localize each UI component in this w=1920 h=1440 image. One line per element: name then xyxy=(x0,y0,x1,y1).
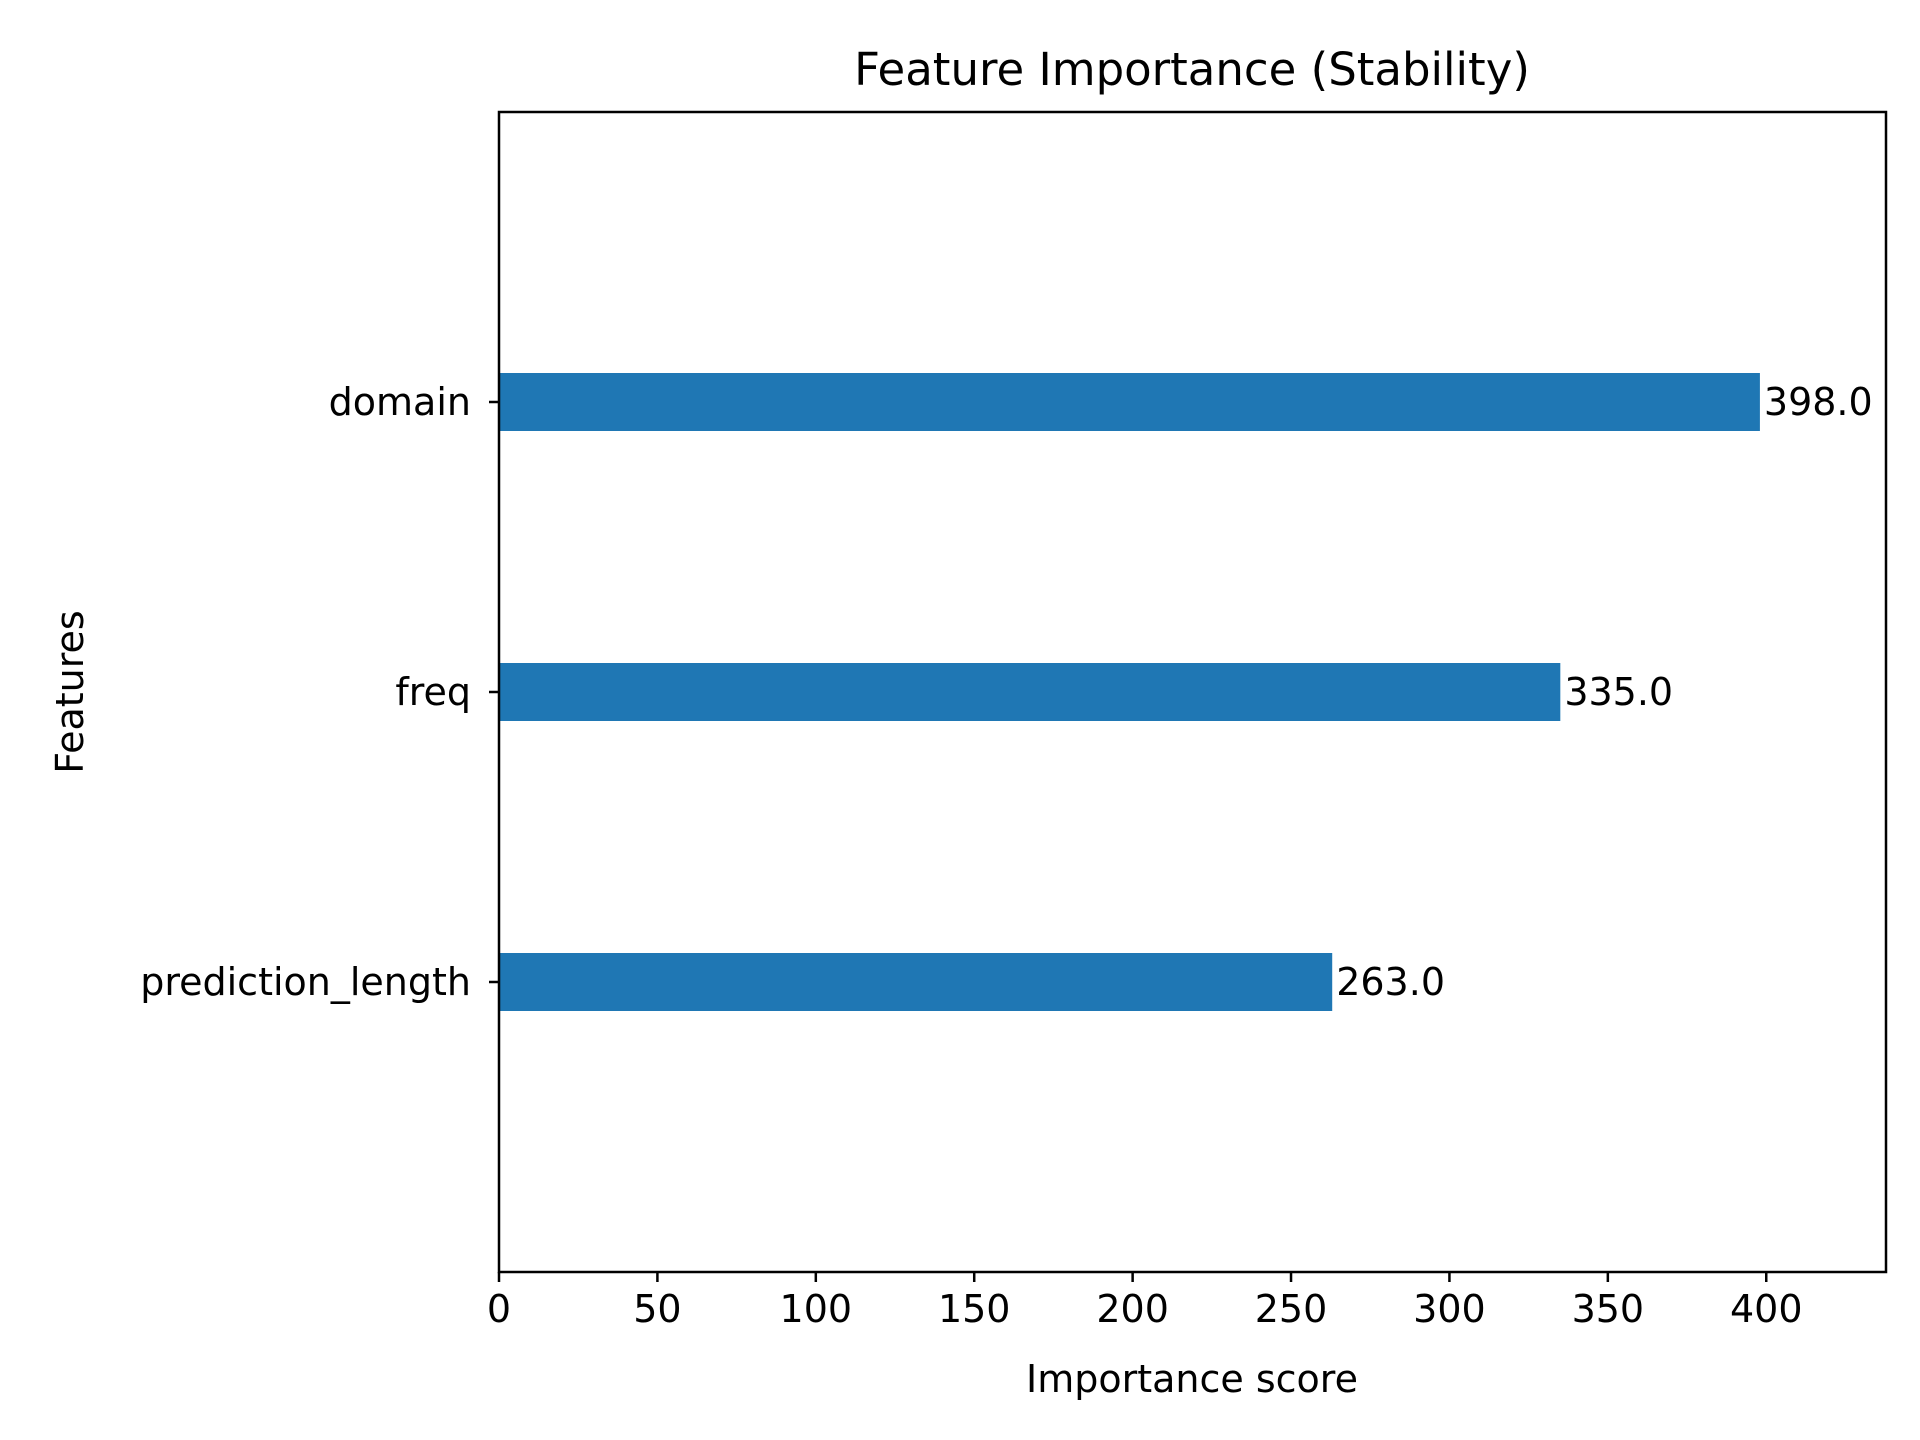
bar-prediction_length xyxy=(499,953,1333,1011)
bar-domain xyxy=(499,373,1760,431)
x-tick-label-400: 400 xyxy=(1730,1287,1803,1331)
data-label-group: 398.0 335.0 263.0 xyxy=(1336,380,1872,1004)
y-tick-label-freq: freq xyxy=(395,670,471,714)
x-tick-label-0: 0 xyxy=(487,1287,511,1331)
data-label-domain: 398.0 xyxy=(1764,380,1873,424)
y-axis-ticks: domain freq prediction_length xyxy=(140,380,499,1004)
chart-title: Feature Importance (Stability) xyxy=(854,43,1530,96)
y-tick-label-domain: domain xyxy=(329,380,471,424)
bar-group xyxy=(499,373,1760,1011)
x-tick-label-150: 150 xyxy=(938,1287,1011,1331)
x-tick-label-250: 250 xyxy=(1255,1287,1328,1331)
x-tick-label-100: 100 xyxy=(780,1287,853,1331)
bar-freq xyxy=(499,663,1561,721)
x-tick-label-350: 350 xyxy=(1572,1287,1645,1331)
x-axis-label: Importance score xyxy=(1026,1357,1358,1401)
x-axis-ticks: 0 50 100 150 200 250 300 350 400 xyxy=(487,1272,1803,1331)
data-label-freq: 335.0 xyxy=(1564,670,1673,714)
y-axis-label: Features xyxy=(48,610,92,773)
data-label-prediction_length: 263.0 xyxy=(1336,960,1445,1004)
x-tick-label-200: 200 xyxy=(1096,1287,1169,1331)
x-tick-label-300: 300 xyxy=(1413,1287,1486,1331)
y-tick-label-prediction_length: prediction_length xyxy=(140,960,471,1004)
x-tick-label-50: 50 xyxy=(633,1287,681,1331)
